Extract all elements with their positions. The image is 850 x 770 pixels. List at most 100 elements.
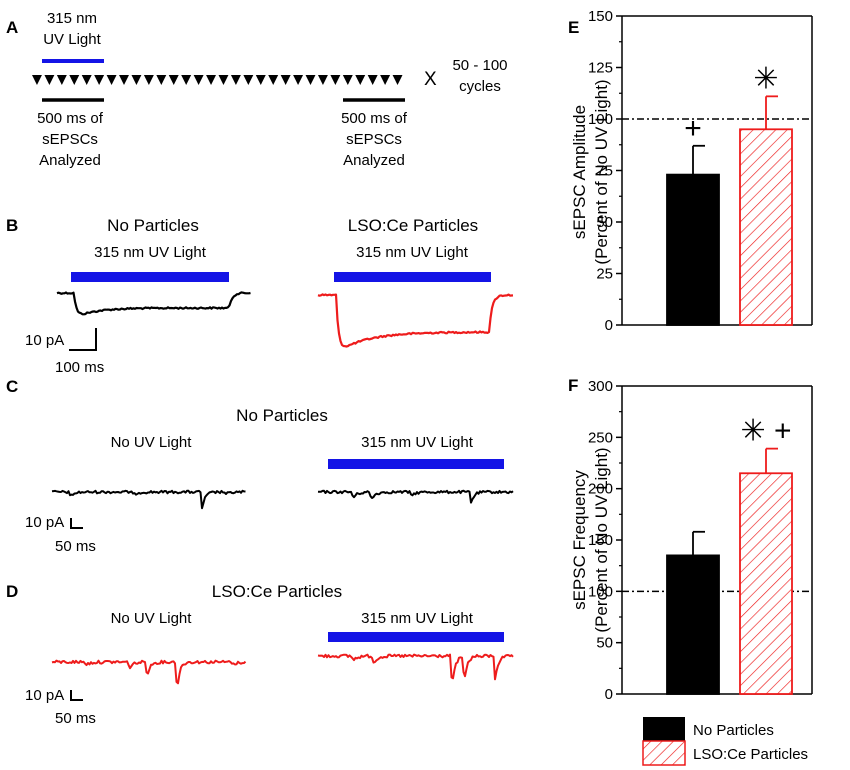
stimulus-pulse: [218, 75, 229, 85]
panel-label-d: D: [6, 582, 18, 601]
e-bar-no-particles: [666, 173, 720, 326]
b-trace-lso-particles: [317, 293, 514, 348]
e-significance-marker: +: [684, 112, 702, 145]
panel-c: No Particles No UV Light 315 nm UV Light…: [25, 406, 514, 555]
uv-label-line1: 315 nm: [47, 10, 97, 27]
c-scale-y: 10 pA: [25, 514, 64, 531]
e-ylabel-line2: (Percent of No UV Light): [592, 79, 611, 264]
stimulus-pulse: [143, 75, 154, 85]
f-ytick-label: 50: [596, 635, 613, 652]
e-ytick-label: 50: [596, 214, 613, 231]
panel-b: No Particles LSO:Ce Particles 315 nm UV …: [25, 216, 514, 376]
chart-e-amplitude: sEPSC Amplitude (Percent of No UV Light)…: [570, 8, 813, 334]
f-ytick-label: 250: [588, 429, 613, 446]
f-bar-no-particles: [666, 554, 720, 695]
e-ytick-label: 0: [605, 317, 613, 334]
analyzed-right-line3: Analyzed: [343, 152, 405, 169]
f-ylabel-line1: sEPSC Frequency: [570, 470, 589, 610]
legend-label-lso-particles: LSO:Ce Particles: [693, 746, 808, 763]
panel-label-f: F: [568, 376, 578, 395]
stimulus-pulse: [44, 75, 55, 85]
stimulus-pulse: [268, 75, 279, 85]
e-ylabel-line1: sEPSC Amplitude: [570, 105, 589, 239]
stimulus-pulse: [380, 75, 391, 85]
stimulus-pulse: [81, 75, 92, 85]
f-ytick-label: 100: [588, 583, 613, 600]
d-left-label: No UV Light: [111, 610, 193, 627]
b-trace-no-particles: [56, 291, 251, 316]
cycles-multiplier: X: [424, 69, 437, 90]
stimulus-pulse: [168, 75, 179, 85]
stimulus-pulse: [131, 75, 142, 85]
stimulus-pulse: [156, 75, 167, 85]
analyzed-right-line2: sEPSCs: [346, 131, 402, 148]
d-trace-uv: [317, 653, 514, 681]
cycles-line2: cycles: [459, 78, 501, 95]
d-title: LSO:Ce Particles: [212, 582, 342, 601]
e-ytick-label: 25: [596, 266, 613, 283]
f-significance-marker: ✳ +: [741, 415, 792, 448]
cycles-line1: 50 - 100: [452, 57, 507, 74]
legend: No Particles LSO:Ce Particles: [642, 717, 808, 766]
b-uv-label-left: 315 nm UV Light: [94, 244, 207, 261]
analyzed-right-line1: 500 ms of: [341, 110, 408, 127]
f-ylabel-line2: (Percent of No UV Light): [592, 447, 611, 632]
stimulus-pulse: [119, 75, 129, 85]
stimulus-pulse: [355, 75, 366, 85]
legend-swatch-no-particles: [643, 717, 685, 741]
analyzed-left-line3: Analyzed: [39, 152, 101, 169]
f-ytick-label: 150: [588, 532, 613, 549]
f-ytick-label: 0: [605, 686, 613, 703]
b-uv-bar-right: [334, 272, 491, 282]
stimulus-pulse: [94, 75, 105, 85]
chart-f-frequency: sEPSC Frequency (Percent of No UV Light)…: [570, 378, 813, 703]
c-right-label: 315 nm UV Light: [361, 434, 474, 451]
stimulus-pulse-train: [32, 75, 403, 85]
panel-a: 315 nm UV Light 500 ms of sEPSCs Analyze…: [32, 10, 508, 169]
c-scale-x: 50 ms: [55, 538, 96, 555]
stimulus-pulse: [69, 75, 80, 85]
stimulus-pulse: [181, 75, 192, 85]
analyzed-left-line1: 500 ms of: [37, 110, 104, 127]
stimulus-pulse: [293, 75, 304, 85]
stimulus-pulse: [230, 75, 241, 85]
c-trace-no-uv: [51, 489, 246, 510]
b-title-left: No Particles: [107, 216, 199, 235]
stimulus-pulse: [305, 75, 316, 85]
d-scale-x: 50 ms: [55, 710, 96, 727]
b-uv-bar-left: [71, 272, 229, 282]
e-significance-marker: ✳: [753, 62, 778, 95]
d-scale-bar: [70, 690, 83, 701]
panel-label-a: A: [6, 18, 18, 37]
stimulus-pulse: [280, 75, 291, 85]
e-ytick-label: 75: [596, 163, 613, 180]
e-ytick-label: 125: [588, 60, 613, 77]
stimulus-pulse: [243, 75, 254, 85]
b-scale-x: 100 ms: [55, 359, 104, 376]
c-title: No Particles: [236, 406, 328, 425]
b-scale-bar: [69, 328, 97, 351]
stimulus-pulse: [367, 75, 378, 85]
stimulus-pulse: [206, 75, 217, 85]
stimulus-pulse: [255, 75, 266, 85]
stimulus-pulse: [317, 75, 328, 85]
stimulus-pulse: [392, 75, 403, 85]
c-trace-uv: [317, 489, 514, 504]
f-ytick-label: 300: [588, 378, 613, 395]
d-trace-no-uv: [51, 659, 247, 685]
stimulus-pulse: [32, 75, 42, 85]
b-title-right: LSO:Ce Particles: [348, 216, 478, 235]
panel-label-e: E: [568, 18, 579, 37]
panel-d: LSO:Ce Particles No UV Light 315 nm UV L…: [25, 582, 514, 727]
b-uv-label-right: 315 nm UV Light: [356, 244, 469, 261]
d-right-label: 315 nm UV Light: [361, 610, 474, 627]
c-scale-bar: [70, 518, 83, 529]
d-uv-bar: [328, 632, 504, 642]
c-uv-bar: [328, 459, 504, 469]
f-ytick-label: 200: [588, 481, 613, 498]
analyzed-left-line2: sEPSCs: [42, 131, 98, 148]
e-ytick-label: 100: [588, 111, 613, 128]
stimulus-pulse: [330, 75, 341, 85]
stimulus-pulse: [193, 75, 204, 85]
